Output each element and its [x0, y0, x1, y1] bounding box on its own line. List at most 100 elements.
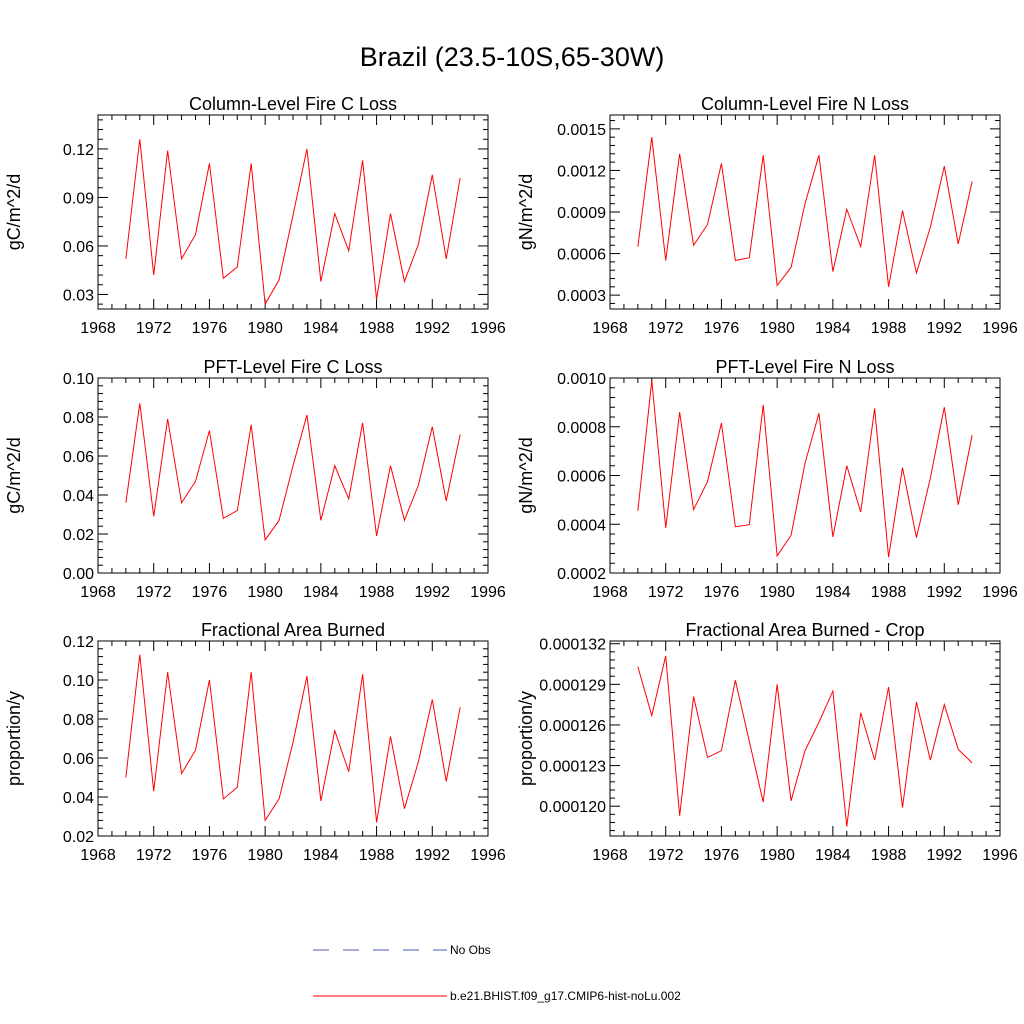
series-line	[125, 139, 461, 306]
y-tick-label: 0.0003	[557, 288, 606, 305]
x-tick-label: 1976	[192, 847, 228, 864]
x-tick-label: 1996	[982, 584, 1018, 601]
x-tick-label: 1972	[136, 320, 172, 337]
panel-title: PFT-Level Fire N Loss	[715, 357, 894, 377]
y-tick-label: 0.0006	[557, 247, 606, 264]
y-tick-label: 0.0006	[557, 469, 606, 486]
y-tick-label: 0.000129	[539, 677, 606, 694]
x-tick-label: 1996	[470, 584, 506, 601]
y-axis-label: gC/m^2/d	[4, 174, 24, 250]
y-tick-label: 0.000123	[539, 759, 606, 776]
y-tick-label: 0.06	[63, 449, 94, 466]
x-tick-label: 1988	[359, 584, 395, 601]
x-tick-label: 1988	[359, 847, 395, 864]
x-tick-label: 1988	[871, 320, 907, 337]
x-tick-label: 1992	[926, 320, 962, 337]
x-tick-label: 1984	[815, 584, 851, 601]
x-tick-label: 1984	[303, 320, 339, 337]
y-tick-label: 0.12	[63, 142, 94, 159]
x-tick-label: 1972	[648, 320, 684, 337]
y-tick-label: 0.02	[63, 829, 94, 846]
x-tick-label: 1992	[414, 847, 450, 864]
x-tick-label: 1984	[303, 847, 339, 864]
panels-group: Column-Level Fire C Loss gC/m^2/d 1968 1972…	[4, 94, 1018, 864]
y-tick-label: 0.000120	[539, 799, 606, 816]
series-line	[637, 655, 973, 827]
x-tick-label: 1976	[192, 320, 228, 337]
x-tick-label: 1996	[982, 320, 1018, 337]
plot-frame	[609, 377, 1001, 574]
page-title: Brazil (23.5-10S,65-30W)	[360, 42, 665, 72]
x-tick-label: 1972	[136, 847, 172, 864]
y-tick-label: 0.06	[63, 751, 94, 768]
y-tick-label: 0.000126	[539, 718, 606, 735]
panel-pft-fire-n: PFT-Level Fire N Loss gN/m^2/d 1968 1972 197…	[516, 357, 1018, 601]
y-tick-label: 0.04	[63, 790, 94, 807]
y-axis-label: gN/m^2/d	[516, 437, 536, 513]
legend-label-model: b.e21.BHIST.f09_g17.CMIP6-hist-noLu.002	[450, 989, 681, 1003]
x-tick-label: 1996	[470, 847, 506, 864]
plot-frame	[609, 114, 1001, 310]
series-line	[125, 654, 461, 823]
x-tick-label: 1972	[648, 847, 684, 864]
x-tick-label: 1968	[592, 847, 628, 864]
y-tick-label: 0.0010	[557, 371, 606, 388]
x-tick-label: 1968	[592, 320, 628, 337]
y-tick-label: 0.000132	[539, 637, 606, 654]
panel-title: Fractional Area Burned	[201, 620, 385, 640]
x-tick-label: 1996	[470, 320, 506, 337]
x-tick-label: 1968	[80, 320, 116, 337]
x-tick-label: 1988	[871, 584, 907, 601]
x-tick-label: 1980	[247, 584, 283, 601]
y-axis-label: proportion/y	[516, 691, 536, 786]
x-tick-label: 1980	[247, 847, 283, 864]
panel-col-fire-n: Column-Level Fire N Loss gN/m^2/d 1968 1972…	[516, 94, 1018, 337]
x-tick-label: 1980	[247, 320, 283, 337]
x-tick-label: 1976	[704, 847, 740, 864]
series-line	[637, 380, 973, 558]
series-line	[125, 403, 461, 542]
y-tick-label: 0.09	[63, 190, 94, 207]
x-tick-label: 1992	[414, 320, 450, 337]
x-tick-label: 1980	[759, 584, 795, 601]
y-tick-label: 0.04	[63, 488, 94, 505]
y-tick-label: 0.0002	[557, 566, 606, 583]
y-tick-label: 0.0008	[557, 420, 606, 437]
y-tick-label: 0.12	[63, 634, 94, 651]
plot-frame	[97, 377, 489, 574]
panel-frac-area-crop: Fractional Area Burned - Crop proportion/…	[516, 620, 1018, 864]
y-axis-label: gC/m^2/d	[4, 437, 24, 513]
panel-title: Column-Level Fire N Loss	[701, 94, 909, 114]
x-tick-label: 1996	[982, 847, 1018, 864]
x-tick-label: 1976	[704, 320, 740, 337]
x-tick-label: 1988	[871, 847, 907, 864]
panel-title: PFT-Level Fire C Loss	[203, 357, 382, 377]
x-tick-label: 1976	[704, 584, 740, 601]
y-tick-label: 0.08	[63, 410, 94, 427]
x-tick-label: 1968	[592, 584, 628, 601]
x-tick-label: 1988	[359, 320, 395, 337]
y-tick-label: 0.00	[63, 566, 94, 583]
series-line	[637, 137, 973, 287]
y-axis-label: gN/m^2/d	[516, 174, 536, 250]
y-tick-label: 0.10	[63, 673, 94, 690]
y-tick-label: 0.0012	[557, 163, 606, 180]
x-tick-label: 1984	[815, 320, 851, 337]
legend: No Obs b.e21.BHIST.f09_g17.CMIP6-hist-no…	[313, 943, 681, 1003]
x-tick-label: 1980	[759, 320, 795, 337]
x-tick-label: 1992	[414, 584, 450, 601]
x-tick-label: 1972	[648, 584, 684, 601]
plot-frame	[97, 640, 489, 837]
plot-frame	[97, 114, 489, 310]
x-tick-label: 1980	[759, 847, 795, 864]
panel-frac-area: Fractional Area Burned proportion/y 1968 19…	[4, 620, 506, 864]
y-axis-label: proportion/y	[4, 691, 24, 786]
panel-col-fire-c: Column-Level Fire C Loss gC/m^2/d 1968 1972…	[4, 94, 506, 337]
x-tick-label: 1968	[80, 584, 116, 601]
x-tick-label: 1972	[136, 584, 172, 601]
x-tick-label: 1984	[303, 584, 339, 601]
legend-label-no-obs: No Obs	[450, 943, 491, 957]
y-tick-label: 0.10	[63, 371, 94, 388]
panel-title: Fractional Area Burned - Crop	[685, 620, 924, 640]
